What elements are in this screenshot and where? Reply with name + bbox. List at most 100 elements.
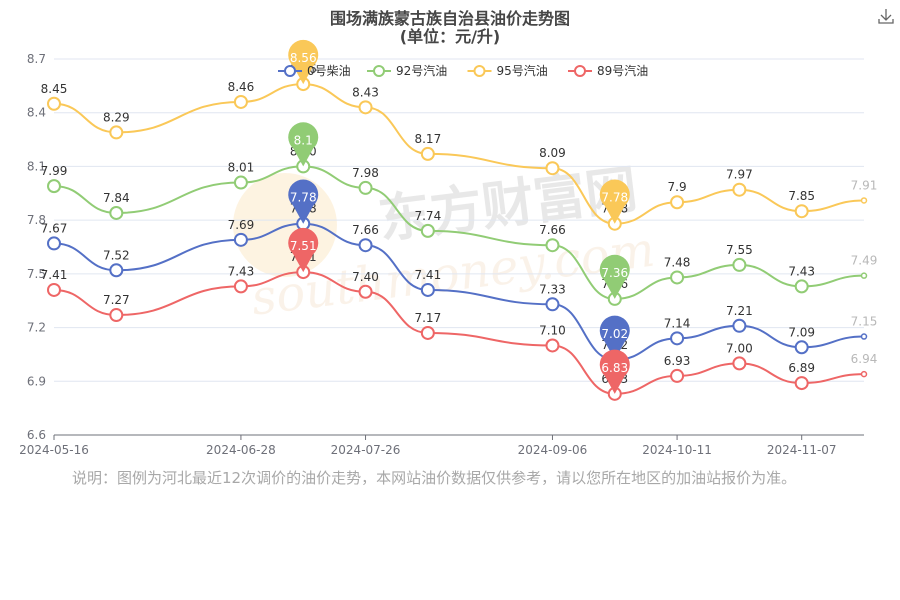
x-tick-label: 2024-06-28 [206, 443, 276, 457]
data-point [358, 284, 373, 299]
data-point [860, 370, 868, 378]
data-point [233, 279, 248, 294]
data-point [732, 257, 747, 272]
data-label: 7.00 [726, 341, 753, 355]
data-point [358, 238, 373, 253]
data-label: 7.49 [851, 254, 878, 268]
download-icon[interactable] [876, 6, 896, 26]
y-tick-label: 6.9 [27, 374, 46, 388]
data-point [545, 338, 560, 353]
data-point [420, 223, 435, 238]
data-label: 7.14 [664, 316, 691, 330]
y-tick-label: 7.5 [27, 267, 46, 281]
pin-shape [288, 39, 319, 85]
data-point [732, 182, 747, 197]
x-tick-label: 2024-10-11 [642, 443, 712, 457]
marker-pin: 7.36 [599, 254, 630, 299]
legend-label: 0号柴油 [307, 64, 351, 78]
data-point [794, 279, 809, 294]
data-label: 7.69 [228, 218, 255, 232]
data-label: 7.17 [414, 311, 441, 325]
pin-shape [599, 179, 630, 224]
data-label: 7.74 [414, 209, 441, 223]
legend-label: 95号汽油 [497, 63, 548, 78]
data-label: 7.97 [726, 168, 753, 182]
data-label: 7.55 [726, 243, 753, 257]
legend: 0号柴油 92号汽油 95号汽油 89号汽油 [278, 63, 648, 78]
y-tick-label: 7.8 [27, 213, 46, 227]
pin-shape [288, 227, 319, 273]
data-point [109, 205, 124, 220]
x-tick-label: 2024-11-07 [767, 443, 837, 457]
data-label: 7.41 [41, 268, 68, 282]
data-label: 7.48 [664, 255, 691, 269]
data-label: 7.33 [539, 282, 566, 296]
data-point [233, 232, 248, 247]
data-point [47, 236, 61, 251]
pin-shape [288, 179, 319, 224]
pin-shape [599, 254, 630, 299]
legend-label: 92号汽油 [396, 63, 447, 78]
marker-pin: 7.02 [599, 315, 630, 360]
y-tick-label: 7.2 [27, 321, 46, 335]
data-label: 8.45 [41, 82, 68, 96]
data-label: 8.01 [228, 161, 255, 175]
y-tick-label: 8.4 [27, 106, 46, 120]
pin-label: 7.51 [290, 239, 317, 253]
data-point [545, 297, 560, 312]
data-point [545, 161, 560, 176]
legend-item-0[interactable]: 0号柴油 [278, 64, 351, 78]
legend-item-2[interactable]: 95号汽油 [467, 63, 548, 78]
legend-symbol [373, 65, 385, 77]
data-label: 8.17 [414, 132, 441, 146]
data-label: 7.99 [41, 164, 68, 178]
marker-pin: 6.83 [599, 349, 630, 394]
data-point [670, 331, 685, 346]
data-label: 7.67 [41, 221, 68, 235]
data-point [670, 195, 685, 210]
data-point [420, 325, 435, 340]
data-label: 6.93 [664, 354, 691, 368]
data-point [109, 125, 124, 140]
chart-title: 围场满族蒙古族自治县油价走势图 [329, 9, 570, 28]
data-label: 6.89 [788, 361, 815, 375]
data-point [47, 282, 61, 297]
data-label: 7.09 [788, 325, 815, 339]
pin-shape [599, 315, 630, 360]
data-point [794, 204, 809, 219]
data-label: 7.21 [726, 304, 753, 318]
data-label: 8.43 [352, 85, 379, 99]
data-point [420, 282, 435, 297]
data-label: 7.9 [668, 180, 687, 194]
data-point [109, 263, 124, 278]
legend-item-3[interactable]: 89号汽油 [568, 63, 648, 78]
x-tick-label: 2024-07-26 [331, 443, 401, 457]
legend-symbol [473, 65, 486, 77]
legend-label: 89号汽油 [597, 63, 648, 78]
data-label: 7.85 [788, 189, 815, 203]
data-label: 7.15 [851, 315, 878, 329]
pin-shape [599, 349, 630, 394]
data-point [358, 100, 373, 115]
legend-item-1[interactable]: 92号汽油 [367, 63, 447, 78]
data-point [670, 270, 685, 285]
data-point [47, 96, 61, 111]
pin-label: 7.36 [601, 266, 628, 280]
data-label: 8.29 [103, 110, 130, 124]
legend-symbol [284, 65, 296, 77]
pin-label: 8.1 [294, 133, 313, 147]
data-point [545, 238, 560, 253]
data-label: 8.09 [539, 146, 566, 160]
data-point [860, 272, 868, 279]
data-point [794, 376, 809, 391]
marker-pin: 8.1 [288, 122, 319, 167]
data-point [860, 333, 868, 340]
pin-label: 7.02 [601, 327, 628, 341]
chart-subtitle: (单位：元/升) [399, 27, 501, 46]
data-point [670, 368, 685, 383]
pin-label: 6.83 [601, 361, 628, 375]
pin-label: 7.78 [601, 191, 628, 205]
data-label: 7.41 [414, 268, 441, 282]
data-point [233, 175, 248, 190]
data-point [358, 180, 373, 195]
